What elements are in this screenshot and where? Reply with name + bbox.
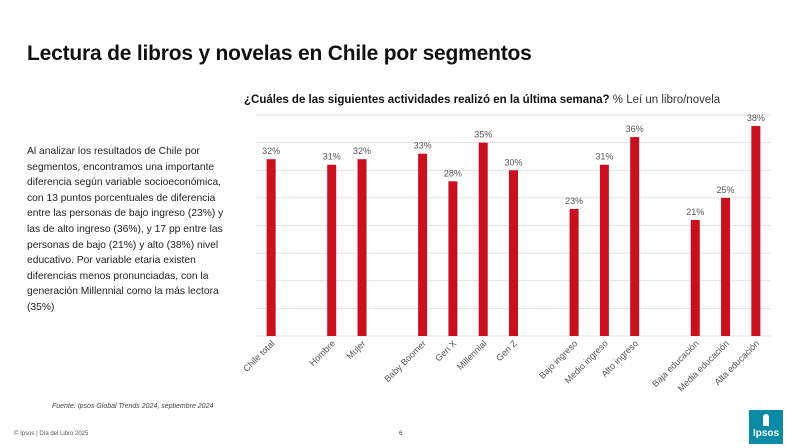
category-label: Baby Boomer [382, 338, 428, 384]
bar-alto-ingreso [630, 137, 640, 336]
data-label: 21% [686, 207, 704, 217]
bar-baby-boomer [418, 153, 428, 336]
category-label: Hombre [307, 338, 337, 368]
footer-text: © Ipsos | Día del Libro 2025 [14, 431, 89, 437]
bar-baja-educación [690, 219, 700, 336]
category-label: Gen X [433, 338, 458, 363]
chart-title: ¿Cuáles de las siguientes actividades re… [244, 94, 610, 106]
data-label: 32% [262, 146, 280, 156]
bar-millennial [478, 142, 488, 336]
logo-mark-icon [763, 414, 769, 426]
chart-subtitle: % Leí un libro/novela [612, 94, 721, 106]
bar-alta-educación [751, 126, 761, 336]
bar-chart: 32% Chile total 31% Hombre 32% Mujer 33% Baby B… [241, 113, 771, 394]
data-label: 35% [474, 130, 492, 140]
bar-gen-x [448, 181, 458, 336]
slide-title: Lectura de libros y novelas en Chile por… [27, 42, 532, 65]
data-label: 23% [565, 196, 583, 206]
category-label: Millennial [455, 338, 489, 372]
category-label: Mujer [344, 338, 367, 361]
data-label: 31% [323, 152, 341, 162]
bar-bajo-ingreso [569, 208, 579, 336]
category-label: Chile total [241, 338, 276, 373]
chart-question: ¿Cuáles de las siguientes actividades re… [244, 94, 720, 106]
bar-mujer [357, 159, 367, 336]
bar-medio-ingreso [599, 164, 609, 336]
category-label: Gen Z [494, 338, 519, 363]
data-label: 30% [504, 157, 522, 167]
bar-hombre [327, 164, 337, 336]
data-label: 36% [626, 124, 644, 134]
analysis-paragraph: Al analizar los resultados de Chile por … [27, 146, 224, 313]
data-label: 28% [444, 168, 462, 178]
logo-text: Ipsos [752, 428, 780, 439]
data-label: 25% [717, 185, 735, 195]
data-label: 38% [747, 113, 765, 123]
page-number: 6 [399, 430, 403, 437]
source-note: Fuente: Ipsos Global Trends 2024, septie… [52, 403, 214, 410]
data-label: 32% [353, 146, 371, 156]
bar-gen-z [509, 170, 518, 336]
bar-media-educación [721, 197, 731, 336]
data-label: 31% [595, 152, 613, 162]
data-label: 33% [414, 141, 432, 151]
bar-chile-total [266, 159, 276, 336]
ipsos-logo: Ipsos [749, 410, 783, 444]
